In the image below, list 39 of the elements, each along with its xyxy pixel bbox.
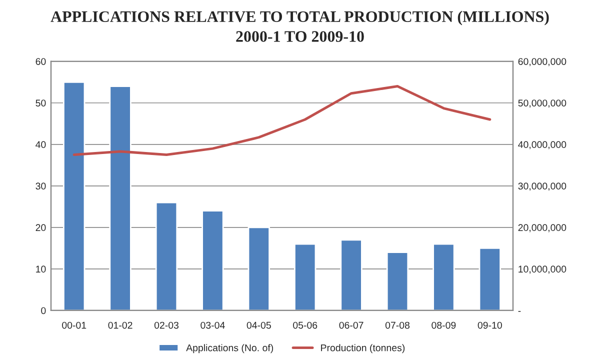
legend-label: Applications (No. of) xyxy=(186,344,274,354)
y-tick-label: 10 xyxy=(36,266,46,273)
y-tick-label: 40 xyxy=(36,141,46,148)
x-tick-label: 01-02 xyxy=(108,322,132,329)
y2-tick-label: 60,000,000 xyxy=(518,58,566,66)
y2-tick-label: 10,000,000 xyxy=(518,266,566,274)
y2-tick-label: 30,000,000 xyxy=(518,182,566,191)
bar xyxy=(478,247,501,310)
y2-tick-label: - xyxy=(518,311,521,312)
y-tick-label: 20 xyxy=(36,224,46,232)
x-tick-label: 03-04 xyxy=(200,322,225,329)
x-tick-label: 04-05 xyxy=(246,322,271,329)
x-tick-label: 08-09 xyxy=(432,322,456,329)
chart-title: APPLICATIONS RELATIVE TO TOTAL PRODUCTION (MILLIONS) xyxy=(50,10,549,26)
bar xyxy=(248,226,270,310)
bar xyxy=(202,210,224,310)
bar xyxy=(432,243,455,310)
bar xyxy=(63,81,86,310)
bar xyxy=(294,243,316,310)
y2-tick-label: 50,000,000 xyxy=(518,100,566,108)
bar xyxy=(109,86,132,310)
legend-label: Production (tonnes) xyxy=(321,344,405,354)
x-tick-label: 06-07 xyxy=(339,322,364,329)
y-tick-label: 60 xyxy=(36,58,46,65)
line-series xyxy=(72,85,492,156)
bar xyxy=(155,202,178,310)
bar xyxy=(340,239,362,310)
bar xyxy=(386,252,409,310)
x-tick-label: 05-06 xyxy=(293,322,318,329)
y-tick-label: 50 xyxy=(36,100,46,107)
y-tick-label: 30 xyxy=(36,182,46,190)
x-tick-label: 00-01 xyxy=(62,322,86,329)
x-tick-label: 09-10 xyxy=(478,322,502,329)
x-tick-label: 02-03 xyxy=(154,322,179,329)
y2-tick-label: 40,000,000 xyxy=(518,141,566,150)
x-tick-label: 07-08 xyxy=(385,322,410,329)
y2-tick-label: 20,000,000 xyxy=(518,224,566,232)
chart-subtitle: 2000-1 TO 2009-10 xyxy=(236,31,364,42)
y-tick-label: 0 xyxy=(41,307,46,314)
